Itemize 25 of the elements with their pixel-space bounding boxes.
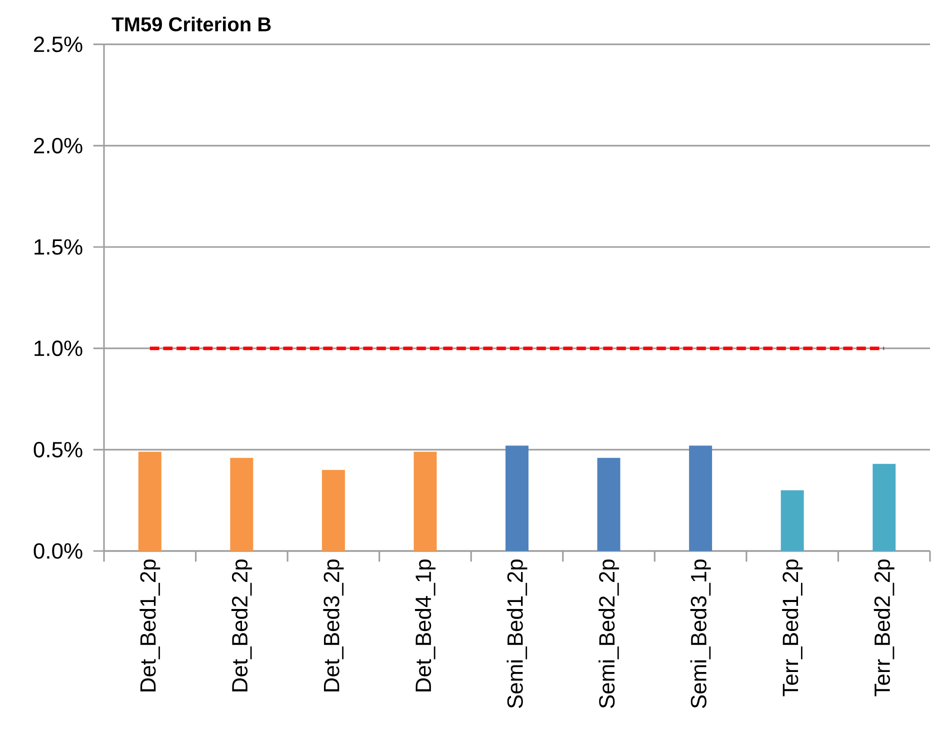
y-tick-label: 2.5% (34, 36, 82, 52)
y-tick-label: 1.5% (34, 239, 82, 255)
bar (414, 452, 437, 551)
x-tick-label: Terr_Bed1_2p (782, 560, 803, 696)
bar (872, 464, 896, 551)
bar (505, 446, 528, 551)
x-tick-label: Semi_Bed2_2p (598, 560, 620, 708)
x-tick-label: Det_Bed2_2p (231, 560, 252, 692)
bar (138, 452, 162, 551)
bar (322, 470, 345, 551)
bar (230, 458, 254, 551)
y-tick-label: 2.0% (34, 138, 82, 154)
x-tick-label: Det_Bed1_2p (140, 560, 160, 692)
x-tick-label: Det_Bed3_2p (323, 560, 344, 692)
y-tick-label: 1.0% (34, 340, 82, 356)
x-tick-label: Semi_Bed3_1p (690, 560, 711, 708)
bar (780, 490, 804, 551)
chart-title: TM59 Criterion B (112, 16, 271, 32)
bar (689, 446, 712, 551)
bar (597, 458, 620, 551)
y-tick-label: 0.0% (34, 543, 82, 559)
x-tick-label: Det_Bed4_1p (414, 560, 436, 692)
y-tick-label: 0.5% (34, 442, 82, 458)
x-tick-label: Terr_Bed2_2p (874, 560, 894, 696)
x-tick-label: Semi_Bed1_2p (506, 560, 528, 708)
